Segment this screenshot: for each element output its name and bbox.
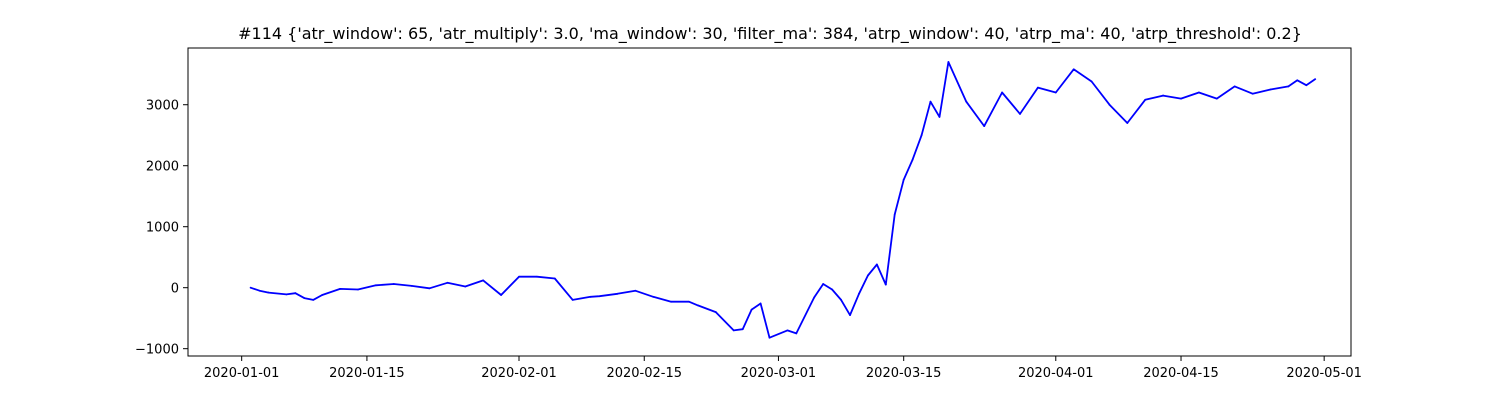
data-point	[813, 296, 816, 299]
data-point	[446, 281, 449, 284]
data-point	[947, 61, 950, 63]
data-point	[858, 292, 860, 295]
data-point	[697, 304, 699, 307]
data-point	[392, 283, 395, 285]
data-point	[500, 294, 503, 296]
data-point	[822, 283, 825, 285]
data-point	[1233, 85, 1236, 88]
data-point	[831, 288, 834, 291]
data-point	[312, 298, 315, 301]
data-point	[920, 134, 923, 137]
data-point	[553, 277, 556, 280]
data-point	[1036, 86, 1039, 89]
data-point	[929, 100, 932, 103]
y-axis: −1000 0 1000 2000 3000	[135, 99, 188, 358]
data-point	[732, 329, 735, 332]
plot-frame	[187, 47, 1352, 357]
x-tick-label: 2020-05-01	[1286, 366, 1362, 381]
x-tick-label: 2020-01-01	[204, 366, 280, 381]
data-point	[795, 332, 798, 335]
data-point	[1054, 91, 1057, 94]
data-point	[875, 263, 878, 266]
data-point	[1090, 80, 1093, 83]
data-point	[983, 125, 986, 127]
x-tick-label: 2020-04-15	[1143, 366, 1219, 381]
data-point	[410, 284, 413, 287]
data-point	[428, 287, 431, 290]
data-point	[1072, 68, 1075, 71]
x-tick-label: 2020-04-01	[1018, 366, 1094, 381]
chart-title: #114 {'atr_window': 65, 'atr_multiply': …	[238, 24, 1302, 44]
y-tick-label: 2000	[146, 160, 179, 175]
data-point	[884, 283, 887, 286]
data-point	[1162, 94, 1165, 97]
data-point	[1251, 92, 1254, 95]
data-point	[1314, 78, 1317, 81]
data-point	[1180, 97, 1182, 100]
y-tick-label: 0	[171, 282, 179, 297]
x-axis: 2020-01-01 2020-01-15 2020-02-01 2020-02-15…	[204, 356, 1362, 381]
data-point	[1108, 103, 1111, 106]
data-point	[1287, 85, 1290, 88]
series-line	[250, 61, 1316, 339]
data-point	[357, 288, 359, 291]
data-point	[893, 213, 896, 216]
data-point	[1198, 91, 1200, 94]
x-tick-label: 2020-02-15	[606, 366, 682, 381]
data-point	[1144, 98, 1147, 101]
data-point	[652, 295, 655, 298]
data-point	[321, 294, 324, 296]
plot-area	[249, 61, 1317, 339]
data-point	[464, 285, 467, 288]
data-point	[571, 298, 574, 301]
data-point	[267, 291, 270, 294]
data-point	[840, 298, 842, 301]
data-point	[688, 300, 690, 303]
y-tick-label: 1000	[146, 221, 179, 236]
y-tick-label: −1000	[135, 343, 179, 358]
x-tick-label: 2020-01-15	[329, 366, 405, 381]
x-tick-label: 2020-03-01	[741, 366, 817, 381]
data-point	[339, 288, 341, 290]
data-point	[598, 295, 601, 298]
data-point	[616, 292, 619, 295]
data-point	[482, 279, 485, 282]
data-point	[518, 275, 520, 278]
data-point	[750, 308, 753, 311]
y-tick-label: 3000	[146, 99, 179, 114]
data-point	[965, 100, 968, 103]
data-point	[258, 289, 261, 292]
data-point	[741, 328, 744, 331]
x-tick-label: 2020-03-15	[866, 366, 942, 381]
data-point	[589, 295, 592, 298]
data-point	[902, 178, 905, 181]
data-point	[768, 336, 771, 339]
data-point	[670, 300, 672, 303]
data-point	[1296, 79, 1299, 82]
data-point	[294, 292, 297, 295]
data-point	[759, 302, 762, 305]
data-point	[285, 293, 288, 296]
data-point	[911, 158, 914, 161]
data-point	[938, 116, 941, 118]
data-point	[1019, 112, 1021, 115]
data-point	[303, 297, 306, 299]
data-point	[1269, 88, 1272, 91]
data-point	[1126, 122, 1129, 124]
data-point	[249, 286, 252, 289]
data-point	[1215, 97, 1218, 100]
data-point	[867, 274, 869, 277]
data-point	[1305, 84, 1308, 87]
data-point	[786, 329, 789, 332]
data-point	[634, 289, 637, 292]
data-point	[1001, 91, 1003, 94]
x-tick-label: 2020-02-01	[481, 366, 557, 381]
data-point	[714, 311, 717, 313]
data-point	[536, 275, 538, 278]
data-point	[374, 284, 377, 287]
data-point	[849, 314, 851, 317]
